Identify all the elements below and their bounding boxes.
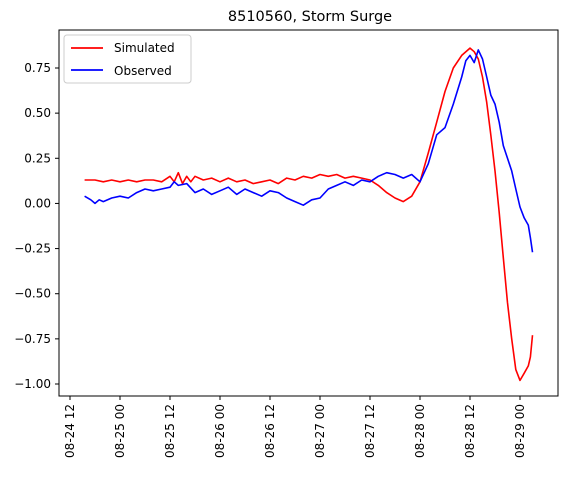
legend-box — [63, 34, 192, 84]
series-line-observed — [84, 49, 534, 253]
y-tick-label: −0.75 — [14, 332, 51, 346]
legend-label-simulated: Simulated — [114, 41, 175, 55]
legend: Simulated Observed — [63, 34, 192, 84]
x-tick-label: 08-29 00 — [513, 404, 527, 458]
x-tick-label: 08-26 00 — [213, 404, 227, 458]
x-tick-label: 08-25 00 — [113, 404, 127, 458]
x-tick-label: 08-25 12 — [163, 404, 177, 458]
legend-label-observed: Observed — [114, 64, 172, 78]
x-tick-label: 08-26 12 — [263, 404, 277, 458]
plot-series — [84, 47, 534, 382]
x-tick-label: 08-28 12 — [463, 404, 477, 458]
x-axis: 08-24 12 08-25 00 08-25 12 08-26 00 08-26 12… — [63, 396, 527, 458]
y-tick-label: 0.50 — [24, 106, 51, 120]
y-tick-label: 0.00 — [24, 196, 51, 210]
y-axis: 0.75 0.50 0.25 0.00 −0.25 −0.50 −0.75 −1.00 — [14, 61, 59, 391]
y-tick-label: −1.00 — [14, 377, 51, 391]
y-tick-label: 0.75 — [24, 61, 51, 75]
y-tick-label: −0.50 — [14, 287, 51, 301]
chart-title: 8510560, Storm Surge — [228, 9, 392, 25]
series-line-simulated — [84, 47, 534, 382]
x-tick-label: 08-24 12 — [63, 404, 77, 458]
y-tick-label: −0.25 — [14, 242, 51, 256]
x-tick-label: 08-27 12 — [363, 404, 377, 458]
x-tick-label: 08-27 00 — [313, 404, 327, 458]
plot-frame — [58, 29, 559, 397]
y-tick-label: 0.25 — [24, 151, 51, 165]
x-tick-label: 08-28 00 — [413, 404, 427, 458]
